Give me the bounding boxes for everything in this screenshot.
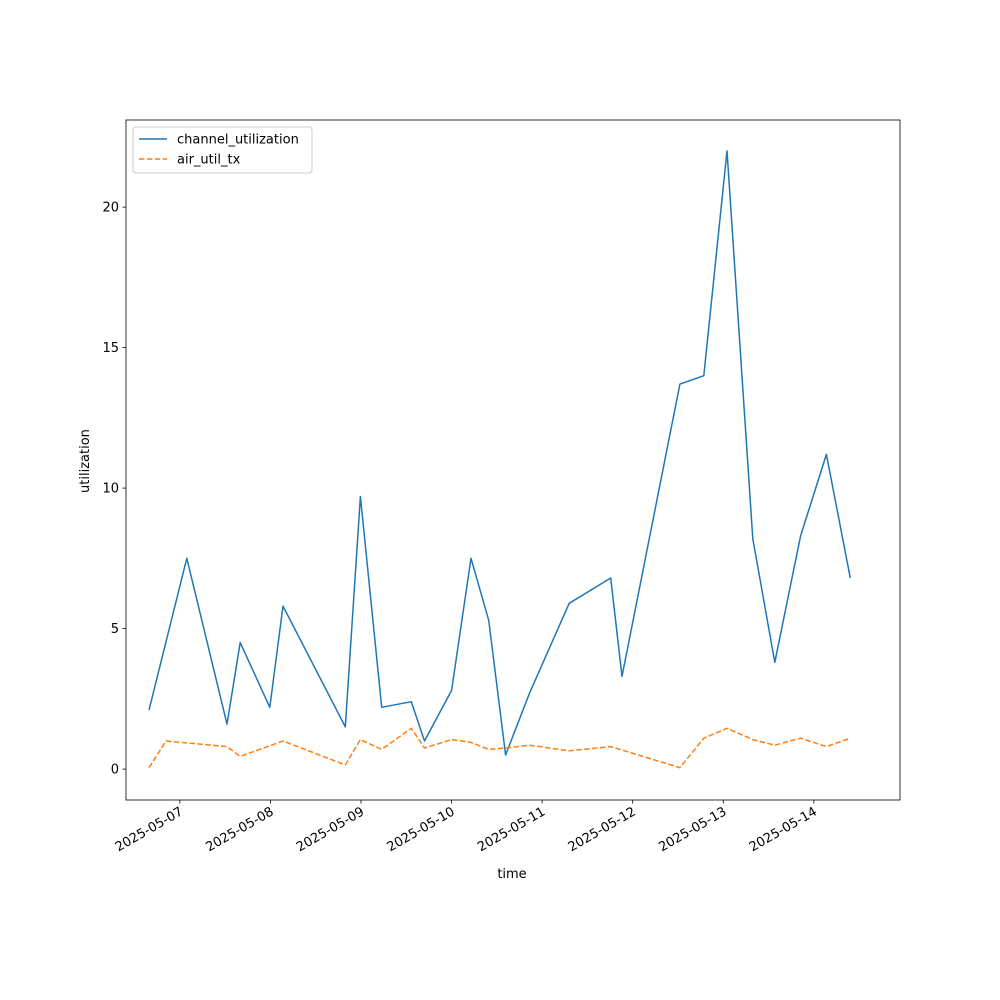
plot-area — [125, 119, 901, 801]
y-axis: 0 5 10 15 20 — [102, 201, 126, 778]
x-axis-label: time — [497, 867, 526, 882]
legend: channel_utilization air_util_tx — [132, 126, 313, 174]
legend-box — [132, 126, 313, 174]
y-axis-label: utilization — [78, 429, 93, 493]
y-tick-label: 15 — [102, 341, 119, 356]
series-line-channel-utilization — [148, 150, 852, 756]
legend-label-air-util-tx: air_util_tx — [177, 153, 241, 168]
y-tick-label: 0 — [111, 763, 119, 778]
series-line-air-util-tx — [148, 727, 851, 769]
legend-label-channel-utilization: channel_utilization — [177, 133, 299, 148]
y-tick-label: 10 — [102, 482, 119, 497]
y-tick-label: 5 — [111, 622, 119, 637]
y-tick-label: 20 — [102, 201, 119, 216]
axes-frame — [125, 119, 901, 801]
